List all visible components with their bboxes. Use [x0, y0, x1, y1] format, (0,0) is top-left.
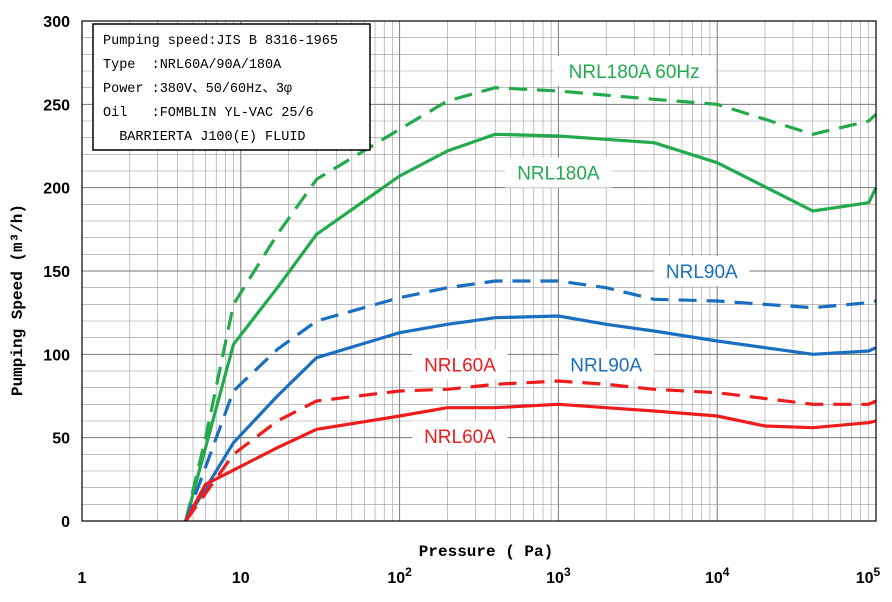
y-tick-label: 250: [43, 97, 70, 114]
info-box-line: Pumping speed:JIS B 8316-1965: [103, 34, 338, 49]
plot-frame: [81, 20, 877, 522]
series-annotation: NRL60A: [412, 349, 508, 380]
y-tick-label: 200: [43, 181, 70, 198]
info-box-line: BARRIERTA J100(E) FLUID: [103, 130, 306, 145]
x-tick-exponent: 3: [564, 565, 571, 579]
x-tick-base: 10: [705, 570, 723, 587]
x-tick-label: 104: [705, 565, 730, 587]
x-tick-label: 10: [232, 570, 250, 587]
y-tick-label: 50: [52, 431, 70, 448]
x-tick-base: 10: [546, 570, 564, 587]
y-axis-label: Pumping Speed (m³/h): [9, 204, 27, 396]
info-box-frame: [92, 23, 371, 151]
x-tick-labels: 1 10 102 103 104 105: [78, 565, 881, 587]
series-line-nrl90a-solid: [184, 314, 877, 522]
y-tick-label: 300: [43, 14, 70, 31]
info-box: Pumping speed:JIS B 8316-1965 Type :NRL60…: [92, 23, 371, 151]
annotation-background: [505, 157, 612, 188]
annotation-background: [412, 349, 508, 380]
x-tick-base: 1: [78, 570, 87, 587]
info-box-line: Oil :FOMBLIN YL-VAC 25/6: [103, 106, 314, 121]
series-line-nrl90a-dashed: [184, 279, 877, 522]
annotation-label: NRL90A: [666, 262, 738, 283]
x-axis-label: Pressure ( Pa): [419, 543, 553, 561]
info-box-line: Type :NRL60A/90A/180A: [103, 58, 282, 73]
annotation-label: NRL60A: [424, 427, 496, 448]
series-line-nrl60a-dashed: [184, 379, 877, 522]
annotation-label: NRL180A: [517, 164, 600, 185]
y-tick-label: 100: [43, 347, 70, 364]
series-annotation: NRL180A 60Hz: [552, 56, 716, 86]
x-tick-exponent: 2: [405, 565, 412, 579]
annotation-background: [552, 56, 716, 86]
series-annotation: NRL90A: [558, 349, 654, 380]
annotation-layer: NRL180A 60Hz NRL180A NRL90A NRL90A NRL60A NRL…: [412, 56, 750, 451]
annotation-label: NRL180A 60Hz: [569, 62, 700, 83]
info-box-line: Power :380V、50/60Hz、3φ: [103, 82, 292, 97]
series-line-nrl180a-60hz-dashed: [184, 86, 878, 522]
y-tick-label: 0: [61, 514, 70, 531]
series-line-nrl60a-solid: [184, 402, 877, 522]
annotation-label: NRL90A: [570, 355, 642, 376]
x-tick-base: 10: [232, 570, 250, 587]
x-tick-exponent: 5: [874, 565, 881, 579]
series-line-nrl180a-solid: [184, 132, 878, 522]
series-annotation: NRL60A: [412, 421, 508, 451]
x-tick-label: 103: [546, 565, 571, 587]
x-tick-base: 10: [387, 570, 405, 587]
annotation-label: NRL60A: [424, 355, 496, 376]
y-tick-label: 150: [43, 264, 70, 281]
x-tick-label: 105: [856, 565, 881, 587]
annotation-background: [654, 256, 750, 286]
x-tick-exponent: 4: [723, 565, 730, 579]
x-tick-label: 102: [387, 565, 412, 587]
annotation-background: [412, 421, 508, 451]
annotation-background: [558, 349, 654, 380]
series-annotation: NRL90A: [654, 256, 750, 286]
x-tick-base: 10: [856, 570, 874, 587]
series-layer: [184, 86, 878, 522]
y-tick-labels: 0 50 100 150 200 250 300: [43, 14, 70, 531]
series-annotation: NRL180A: [505, 157, 612, 188]
x-tick-label: 1: [78, 570, 87, 587]
